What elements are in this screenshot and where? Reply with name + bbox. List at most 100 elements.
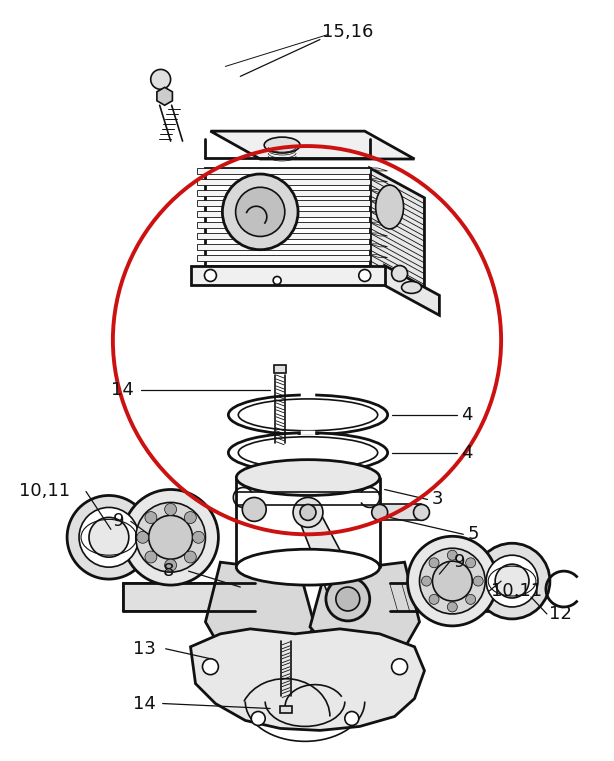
Bar xyxy=(206,168,370,266)
Polygon shape xyxy=(370,233,387,236)
Circle shape xyxy=(123,489,219,585)
Circle shape xyxy=(150,69,171,89)
Polygon shape xyxy=(370,179,387,182)
Text: 13: 13 xyxy=(133,640,156,658)
Circle shape xyxy=(495,564,529,598)
Circle shape xyxy=(465,594,476,604)
Polygon shape xyxy=(370,189,387,193)
Ellipse shape xyxy=(238,399,378,431)
Ellipse shape xyxy=(228,433,387,473)
Circle shape xyxy=(79,508,139,567)
Bar xyxy=(198,244,370,250)
Bar xyxy=(198,200,370,206)
Circle shape xyxy=(429,594,439,604)
Circle shape xyxy=(293,498,323,527)
Polygon shape xyxy=(157,88,173,105)
Polygon shape xyxy=(370,222,387,225)
Circle shape xyxy=(165,559,177,572)
Circle shape xyxy=(236,187,285,237)
Bar xyxy=(280,705,292,714)
Ellipse shape xyxy=(236,549,379,585)
Circle shape xyxy=(429,558,439,568)
Circle shape xyxy=(145,511,157,524)
Polygon shape xyxy=(370,168,387,171)
Text: 8: 8 xyxy=(163,562,174,580)
Circle shape xyxy=(421,576,432,586)
Circle shape xyxy=(448,602,457,612)
Circle shape xyxy=(448,550,457,560)
Circle shape xyxy=(326,577,370,621)
Polygon shape xyxy=(206,562,315,662)
Polygon shape xyxy=(370,244,387,247)
Ellipse shape xyxy=(264,137,300,153)
Circle shape xyxy=(474,543,550,619)
Bar xyxy=(198,233,370,239)
Text: 4: 4 xyxy=(461,444,473,462)
Ellipse shape xyxy=(376,185,403,229)
Circle shape xyxy=(193,531,204,543)
Circle shape xyxy=(136,502,206,572)
Bar xyxy=(190,266,384,285)
Circle shape xyxy=(359,269,371,282)
Circle shape xyxy=(345,712,359,725)
Text: 10,11: 10,11 xyxy=(491,582,542,600)
Circle shape xyxy=(473,576,483,586)
Ellipse shape xyxy=(371,505,387,521)
Circle shape xyxy=(408,537,497,626)
Circle shape xyxy=(465,558,476,568)
Bar xyxy=(274,365,286,373)
Circle shape xyxy=(392,266,408,282)
Circle shape xyxy=(273,276,281,285)
Text: 12: 12 xyxy=(549,605,572,623)
Bar xyxy=(198,168,370,174)
Polygon shape xyxy=(296,512,366,599)
Circle shape xyxy=(67,495,150,579)
Circle shape xyxy=(149,515,193,559)
Ellipse shape xyxy=(228,395,387,435)
Bar xyxy=(198,179,370,185)
Text: 14: 14 xyxy=(133,695,156,712)
Circle shape xyxy=(251,712,265,725)
Circle shape xyxy=(145,551,157,563)
Polygon shape xyxy=(190,629,424,731)
Polygon shape xyxy=(370,200,387,203)
Circle shape xyxy=(336,587,360,611)
Circle shape xyxy=(165,504,177,515)
Circle shape xyxy=(432,561,472,601)
Circle shape xyxy=(243,498,266,521)
Bar xyxy=(198,222,370,228)
Bar xyxy=(123,583,255,611)
Ellipse shape xyxy=(236,460,379,495)
Circle shape xyxy=(184,551,196,563)
Circle shape xyxy=(203,659,219,675)
Bar xyxy=(390,583,519,611)
Circle shape xyxy=(222,174,298,250)
Polygon shape xyxy=(370,255,387,258)
Circle shape xyxy=(89,517,129,557)
Text: 10,11: 10,11 xyxy=(19,482,71,501)
Circle shape xyxy=(392,659,408,675)
Text: 15,16: 15,16 xyxy=(322,23,373,40)
Text: 14: 14 xyxy=(111,381,134,399)
Text: 5: 5 xyxy=(467,525,479,543)
Bar xyxy=(198,212,370,218)
Circle shape xyxy=(486,556,538,607)
Text: 4: 4 xyxy=(461,406,473,424)
Bar xyxy=(379,505,421,521)
Ellipse shape xyxy=(413,505,429,521)
Circle shape xyxy=(137,531,149,543)
Polygon shape xyxy=(370,212,387,215)
Polygon shape xyxy=(211,131,414,159)
Ellipse shape xyxy=(402,282,421,294)
Text: 3: 3 xyxy=(432,490,443,508)
Bar xyxy=(198,189,370,196)
Polygon shape xyxy=(370,168,424,295)
Text: 9: 9 xyxy=(454,553,466,572)
Circle shape xyxy=(419,548,485,614)
Bar xyxy=(198,255,370,261)
Ellipse shape xyxy=(238,437,378,469)
Circle shape xyxy=(204,269,216,282)
Circle shape xyxy=(300,505,316,521)
Polygon shape xyxy=(384,266,440,315)
Polygon shape xyxy=(310,562,419,662)
